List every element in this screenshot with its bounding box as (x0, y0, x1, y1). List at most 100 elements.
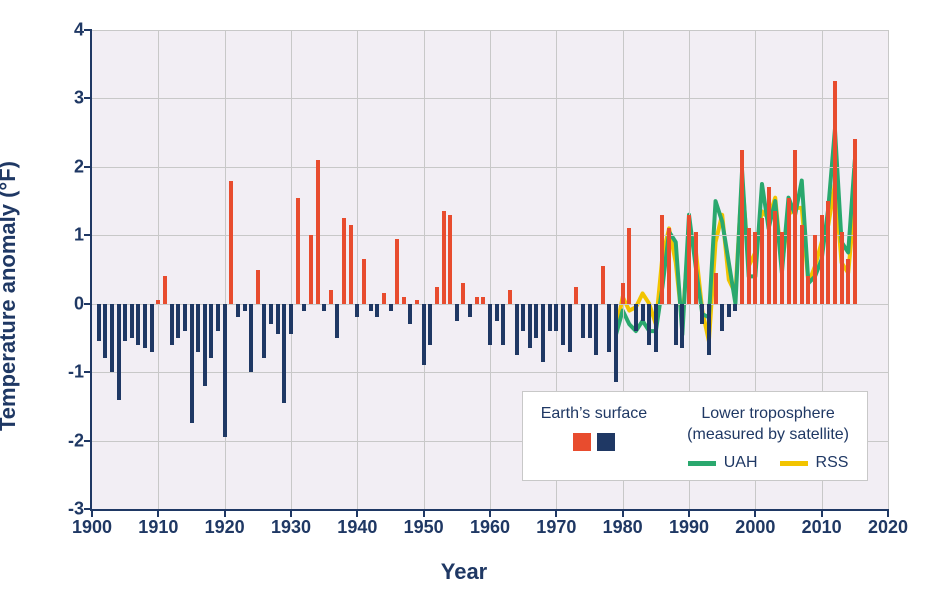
ytick (84, 166, 92, 168)
surface-bar (236, 304, 240, 318)
surface-bar (170, 304, 174, 345)
ytick (84, 303, 92, 305)
surface-bar (117, 304, 121, 400)
legend-surface-title: Earth’s surface (541, 404, 647, 425)
legend-surface-swatches (573, 433, 615, 451)
surface-bar (309, 235, 313, 303)
ytick-label: 1 (74, 225, 84, 246)
gridline-vertical (291, 30, 292, 509)
surface-bar (720, 304, 724, 331)
xtick (423, 509, 425, 517)
surface-bar (594, 304, 598, 355)
surface-bar (461, 283, 465, 304)
gridline-vertical (888, 30, 889, 509)
surface-bar (747, 228, 751, 303)
surface-bar (521, 304, 525, 331)
surface-bar (316, 160, 320, 304)
surface-bar (813, 235, 817, 303)
surface-bar (97, 304, 101, 342)
surface-bar (694, 232, 698, 304)
surface-bar (561, 304, 565, 345)
ytick-label: -2 (68, 430, 84, 451)
surface-bar (534, 304, 538, 338)
surface-bar (660, 215, 664, 304)
ytick-label: -1 (68, 362, 84, 383)
surface-bar (176, 304, 180, 338)
surface-bar (601, 266, 605, 304)
xtick (91, 509, 93, 517)
surface-bar (753, 232, 757, 304)
surface-bar (475, 297, 479, 304)
ytick (84, 440, 92, 442)
surface-bar (229, 181, 233, 304)
surface-bar (488, 304, 492, 345)
ytick-label: 3 (74, 88, 84, 109)
surface-bar (714, 273, 718, 304)
surface-bar (408, 304, 412, 325)
surface-bar (680, 304, 684, 348)
surface-bar (627, 228, 631, 303)
legend-troposphere: Lower troposphere (measured by satellite… (687, 404, 849, 472)
surface-bar (262, 304, 266, 359)
xtick-label: 2020 (868, 517, 908, 538)
surface-bar (415, 300, 419, 303)
surface-bar (335, 304, 339, 338)
surface-bar (840, 232, 844, 304)
surface-bar (760, 218, 764, 304)
ytick-label: 2 (74, 156, 84, 177)
surface-bar (733, 304, 737, 311)
xtick-label: 1980 (603, 517, 643, 538)
surface-bar (687, 215, 691, 304)
surface-bar (767, 187, 771, 303)
xtick (555, 509, 557, 517)
surface-bar (621, 283, 625, 304)
surface-bar (853, 139, 857, 303)
surface-bar (136, 304, 140, 345)
surface-bar (581, 304, 585, 338)
xtick (224, 509, 226, 517)
surface-bar (508, 290, 512, 304)
surface-bar (614, 304, 618, 383)
surface-bar (110, 304, 114, 372)
surface-bar (196, 304, 200, 352)
xtick-label: 1990 (669, 517, 709, 538)
surface-bar (289, 304, 293, 335)
surface-bar (667, 228, 671, 303)
surface-bar (150, 304, 154, 352)
surface-bar (846, 259, 850, 303)
surface-bar (349, 225, 353, 304)
ytick-label: 4 (74, 20, 84, 41)
surface-bar (282, 304, 286, 403)
legend-troposphere-line1: Lower troposphere (701, 405, 834, 422)
surface-bar (163, 276, 167, 303)
xtick (290, 509, 292, 517)
xtick-label: 1900 (72, 517, 112, 538)
surface-bar (468, 304, 472, 318)
surface-bar (369, 304, 373, 311)
surface-bar (269, 304, 273, 325)
gridline-vertical (490, 30, 491, 509)
surface-bar (302, 304, 306, 311)
surface-bar (375, 304, 379, 318)
surface-bar (402, 297, 406, 304)
gridline-vertical (424, 30, 425, 509)
surface-bar (826, 201, 830, 304)
surface-bar (548, 304, 552, 331)
swatch-rss-line (780, 461, 808, 466)
surface-bar (607, 304, 611, 352)
surface-bar (568, 304, 572, 352)
surface-bar (787, 198, 791, 304)
surface-bar (442, 211, 446, 303)
surface-bar (574, 287, 578, 304)
xtick-label: 2000 (735, 517, 775, 538)
xtick (157, 509, 159, 517)
surface-bar (455, 304, 459, 321)
surface-bar (382, 293, 386, 303)
surface-bar (223, 304, 227, 437)
ytick (84, 29, 92, 31)
surface-bar (143, 304, 147, 348)
xtick (622, 509, 624, 517)
x-axis-title: Year (0, 559, 928, 585)
surface-bar (495, 304, 499, 321)
surface-bar (389, 304, 393, 311)
